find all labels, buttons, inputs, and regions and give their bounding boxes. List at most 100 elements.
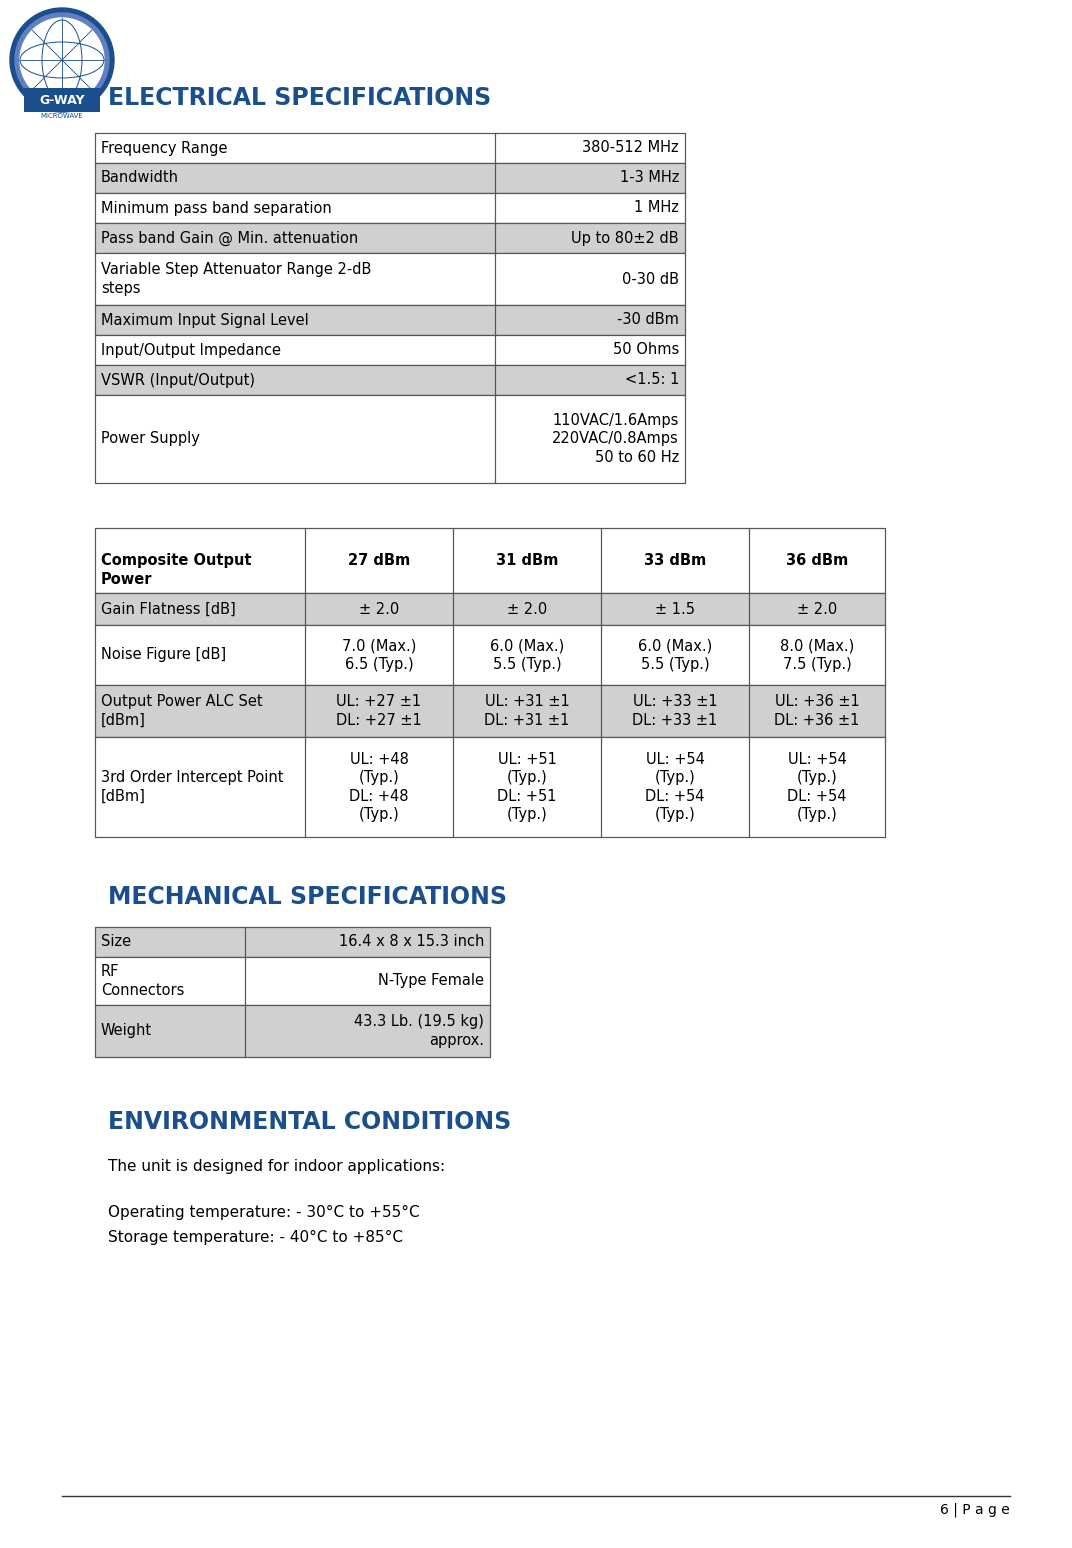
Text: Gain Flatness [dB]: Gain Flatness [dB] [101,602,236,616]
Text: 8.0 (Max.)
7.5 (Typ.): 8.0 (Max.) 7.5 (Typ.) [779,638,854,672]
Bar [495,334,685,365]
Bar [495,223,685,252]
Text: ELECTRICAL SPECIFICATIONS: ELECTRICAL SPECIFICATIONS [108,87,491,110]
Bar [95,133,685,163]
Bar [24,88,100,111]
Bar [245,927,490,957]
Bar [306,593,453,625]
Text: 50 Ohms: 50 Ohms [613,342,679,358]
Text: Output Power ALC Set
[dBm]: Output Power ALC Set [dBm] [101,694,263,728]
Text: Frequency Range: Frequency Range [101,141,227,155]
Bar [95,593,885,625]
Bar [601,686,749,737]
Text: Pass band Gain @ Min. attenuation: Pass band Gain @ Min. attenuation [101,231,358,246]
Bar [95,252,685,305]
Bar [95,223,685,252]
Text: VSWR (Input/Output): VSWR (Input/Output) [101,373,255,387]
Text: Bandwidth: Bandwidth [101,170,179,186]
Bar [749,625,885,686]
Text: Size: Size [101,935,131,949]
Bar [495,365,685,395]
Bar [95,334,685,365]
Bar [453,625,601,686]
Text: RF
Connectors: RF Connectors [101,964,184,998]
Bar [95,163,495,194]
Text: 27 dBm: 27 dBm [348,553,411,568]
Text: UL: +54
(Typ.)
DL: +54
(Typ.): UL: +54 (Typ.) DL: +54 (Typ.) [645,752,704,822]
Bar [95,395,685,483]
Bar [95,686,885,737]
Bar [453,593,601,625]
Text: Storage temperature: - 40°C to +85°C: Storage temperature: - 40°C to +85°C [108,1229,403,1245]
Text: ± 2.0: ± 2.0 [796,602,837,616]
Bar [306,686,453,737]
Text: 1 MHz: 1 MHz [635,201,679,215]
Bar [95,625,306,686]
Text: MICROWAVE: MICROWAVE [41,113,84,119]
Text: UL: +48
(Typ.)
DL: +48
(Typ.): UL: +48 (Typ.) DL: +48 (Typ.) [349,752,408,822]
Circle shape [20,19,104,102]
Bar [601,737,749,837]
Text: Composite Output
Power: Composite Output Power [101,553,252,587]
Bar [95,223,495,252]
Bar [749,686,885,737]
Text: G-WAY: G-WAY [40,93,85,107]
Text: The unit is designed for indoor applications:: The unit is designed for indoor applicat… [108,1159,445,1175]
Bar [245,1005,490,1057]
Text: UL: +33 ±1
DL: +33 ±1: UL: +33 ±1 DL: +33 ±1 [632,694,717,728]
Bar [95,395,495,483]
Bar [495,305,685,334]
Bar [95,957,245,1005]
Text: UL: +54
(Typ.)
DL: +54
(Typ.): UL: +54 (Typ.) DL: +54 (Typ.) [787,752,847,822]
Bar [95,305,495,334]
Bar [95,625,885,686]
Text: ± 2.0: ± 2.0 [359,602,399,616]
Text: 1-3 MHz: 1-3 MHz [620,170,679,186]
Text: UL: +27 ±1
DL: +27 ±1: UL: +27 ±1 DL: +27 ±1 [337,694,422,728]
Text: Weight: Weight [101,1023,152,1039]
Text: 6 | P a g e: 6 | P a g e [940,1503,1010,1517]
Text: MECHANICAL SPECIFICATIONS: MECHANICAL SPECIFICATIONS [108,885,507,909]
Text: 36 dBm: 36 dBm [786,553,848,568]
Bar [95,1005,245,1057]
Bar [306,625,453,686]
Bar [95,334,495,365]
Text: 16.4 x 8 x 15.3 inch: 16.4 x 8 x 15.3 inch [339,935,483,949]
Bar [95,686,306,737]
Bar [306,737,453,837]
Text: 110VAC/1.6Amps
220VAC/0.8Amps
50 to 60 Hz: 110VAC/1.6Amps 220VAC/0.8Amps 50 to 60 H… [552,413,679,464]
Text: 31 dBm: 31 dBm [496,553,559,568]
Text: 33 dBm: 33 dBm [644,553,706,568]
Text: 380-512 MHz: 380-512 MHz [582,141,679,155]
Bar [95,194,495,223]
Text: 6.0 (Max.)
5.5 (Typ.): 6.0 (Max.) 5.5 (Typ.) [490,638,564,672]
Text: Variable Step Attenuator Range 2-dB
steps: Variable Step Attenuator Range 2-dB step… [101,262,371,296]
Text: Noise Figure [dB]: Noise Figure [dB] [101,647,226,663]
Bar [95,1005,490,1057]
Bar [453,528,601,593]
Bar [95,305,685,334]
Bar [95,737,306,837]
Bar [95,365,685,395]
Text: UL: +36 ±1
DL: +36 ±1: UL: +36 ±1 DL: +36 ±1 [774,694,860,728]
Text: Operating temperature: - 30°C to +55°C: Operating temperature: - 30°C to +55°C [108,1204,419,1220]
Text: UL: +31 ±1
DL: +31 ±1: UL: +31 ±1 DL: +31 ±1 [485,694,569,728]
Bar [95,528,885,593]
Bar [245,957,490,1005]
Bar [95,252,495,305]
Bar [95,927,490,957]
Bar [601,593,749,625]
Text: -30 dBm: -30 dBm [617,313,679,328]
Text: Input/Output Impedance: Input/Output Impedance [101,342,281,358]
Text: ENVIRONMENTAL CONDITIONS: ENVIRONMENTAL CONDITIONS [108,1110,511,1135]
Bar [601,528,749,593]
Bar [495,194,685,223]
Bar [95,365,495,395]
Bar [453,686,601,737]
Bar [453,737,601,837]
Text: N-Type Female: N-Type Female [378,974,483,989]
Bar [95,194,685,223]
Text: 43.3 Lb. (19.5 kg)
approx.: 43.3 Lb. (19.5 kg) approx. [354,1014,483,1048]
Bar [495,395,685,483]
Bar [495,133,685,163]
